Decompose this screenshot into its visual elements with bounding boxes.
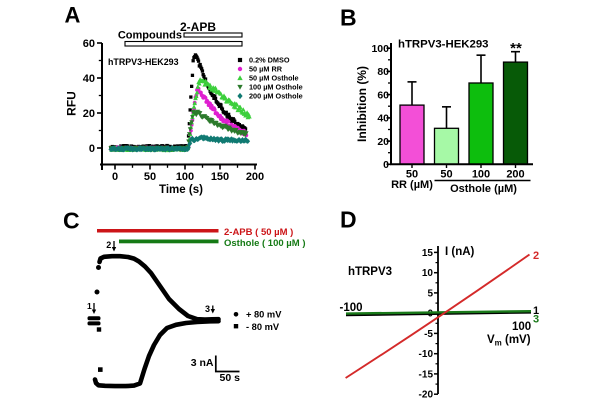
svg-text:Osthole ( 100 µM ): Osthole ( 100 µM )	[224, 238, 306, 249]
svg-text:1: 1	[533, 305, 539, 317]
svg-text:40: 40	[377, 113, 389, 125]
svg-text:hTRPV3-HEK293: hTRPV3-HEK293	[108, 57, 179, 67]
svg-text:3: 3	[533, 314, 539, 326]
svg-text:hTRPV3-HEK293: hTRPV3-HEK293	[398, 39, 489, 51]
svg-text:RR (µM): RR (µM)	[391, 179, 433, 191]
svg-text:2: 2	[533, 250, 539, 262]
svg-text:Time (s): Time (s)	[159, 184, 203, 196]
svg-text:-5: -5	[424, 329, 433, 340]
svg-text:50: 50	[144, 171, 156, 183]
svg-text:50 µM RR: 50 µM RR	[249, 65, 283, 74]
svg-text:20: 20	[83, 108, 95, 120]
svg-text:0: 0	[89, 143, 95, 155]
svg-text:20: 20	[377, 136, 389, 148]
svg-text:5: 5	[427, 288, 433, 299]
svg-text:3: 3	[205, 304, 210, 314]
svg-text:40: 40	[83, 73, 95, 85]
svg-text:D: D	[340, 207, 357, 233]
svg-text:B: B	[340, 5, 357, 31]
svg-text:A: A	[65, 3, 81, 28]
svg-text:2-APB ( 50 µM ): 2-APB ( 50 µM )	[224, 227, 293, 238]
svg-text:2-APB: 2-APB	[180, 20, 216, 34]
svg-text:hTRPV3: hTRPV3	[348, 266, 392, 278]
svg-text:- 80 mV: - 80 mV	[246, 322, 280, 332]
svg-text:-15: -15	[419, 369, 434, 380]
svg-text:Vm (mV): Vm (mV)	[487, 334, 531, 348]
svg-text:200: 200	[246, 171, 264, 183]
svg-text:1: 1	[87, 301, 92, 311]
svg-text:80: 80	[377, 66, 389, 78]
svg-text:0: 0	[112, 171, 118, 183]
svg-text:-100: -100	[340, 302, 363, 314]
svg-text:100 µM Osthole: 100 µM Osthole	[249, 83, 303, 92]
svg-text:50: 50	[406, 169, 418, 181]
svg-text:200: 200	[506, 169, 524, 181]
svg-text:C: C	[63, 208, 80, 234]
svg-text:200 µM Osthole: 200 µM Osthole	[249, 92, 303, 101]
svg-text:10: 10	[422, 268, 434, 279]
svg-text:2: 2	[106, 240, 111, 250]
svg-text:0: 0	[383, 159, 389, 171]
svg-text:RFU: RFU	[65, 91, 79, 116]
svg-text:100: 100	[472, 169, 490, 181]
svg-text:-20: -20	[419, 390, 434, 400]
svg-text:60: 60	[83, 38, 95, 50]
svg-text:0.2% DMSO: 0.2% DMSO	[249, 56, 290, 65]
svg-text:50 µM Osthole: 50 µM Osthole	[249, 74, 299, 83]
svg-text:3 nA: 3 nA	[191, 357, 214, 369]
svg-text:-10: -10	[419, 349, 434, 360]
svg-text:**: **	[510, 40, 522, 57]
svg-text:50 s: 50 s	[220, 372, 241, 384]
svg-text:100: 100	[512, 321, 531, 333]
svg-text:100: 100	[176, 171, 194, 183]
svg-text:150: 150	[211, 171, 229, 183]
svg-text:60: 60	[377, 89, 389, 101]
svg-text:50: 50	[440, 169, 452, 181]
svg-text:Compounds: Compounds	[118, 30, 182, 42]
svg-text:100: 100	[371, 43, 389, 55]
svg-text:I (nA): I (nA)	[445, 246, 475, 258]
svg-text:Inhibition (%): Inhibition (%)	[355, 66, 369, 142]
svg-text:Osthole (µM): Osthole (µM)	[450, 183, 517, 195]
svg-text:+ 80 mV: + 80 mV	[246, 310, 282, 320]
svg-text:15: 15	[422, 248, 434, 259]
